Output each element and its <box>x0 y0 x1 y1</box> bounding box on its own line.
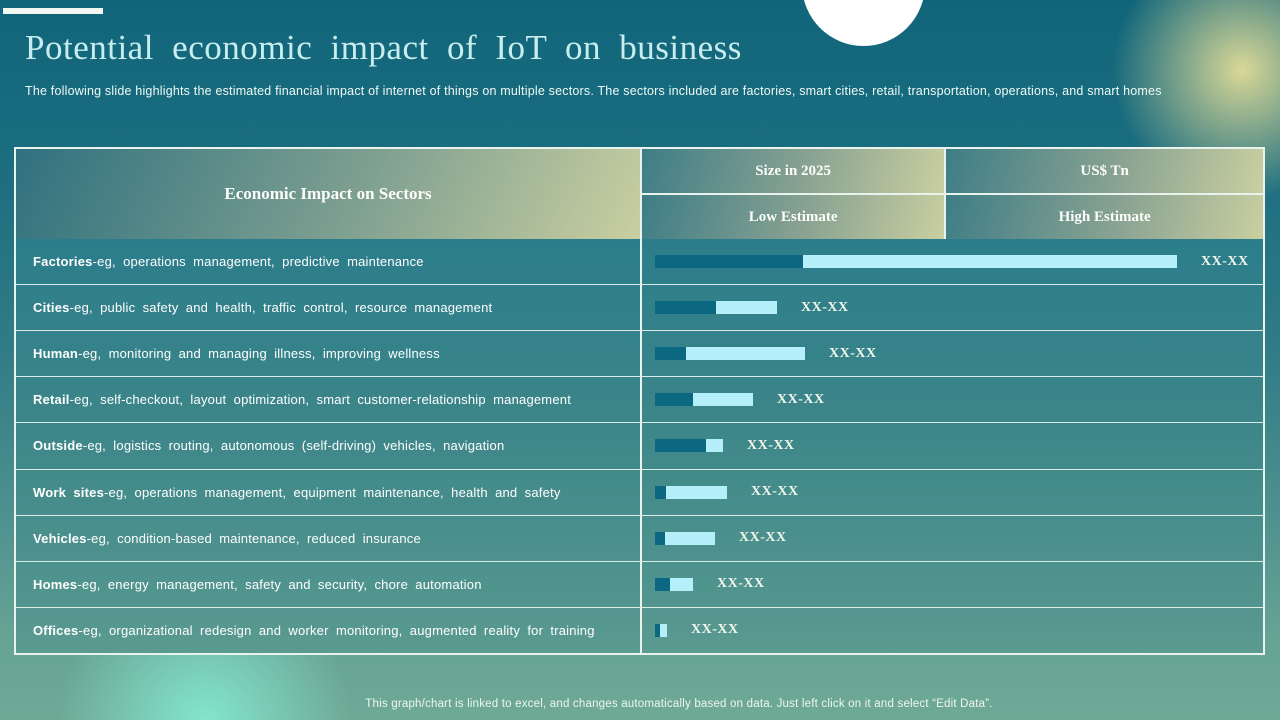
sector-label: Homes -eg, energy management, safety and … <box>16 561 642 607</box>
header-size-2025: Size in 2025 <box>642 149 947 193</box>
table-row: Homes -eg, energy management, safety and … <box>16 560 1263 607</box>
bar-low[interactable] <box>655 531 665 545</box>
bar-high[interactable] <box>670 577 693 591</box>
table-header: Economic Impact on Sectors Size in 2025 … <box>16 149 1263 239</box>
sector-name: Human <box>33 346 79 362</box>
bar-group[interactable]: XX-XX <box>642 285 1263 330</box>
bar-group[interactable]: XX-XX <box>642 377 1263 422</box>
table-row: Vehicles -eg, condition-based maintenance… <box>16 514 1263 561</box>
bar-high[interactable] <box>686 347 805 361</box>
header-economic-impact: Economic Impact on Sectors <box>16 149 642 239</box>
table-row: Human -eg, monitoring and managing illnes… <box>16 330 1263 377</box>
bar-low[interactable] <box>655 347 686 361</box>
bar-group[interactable]: XX-XX <box>642 516 1263 561</box>
impact-table: Economic Impact on Sectors Size in 2025 … <box>14 147 1265 655</box>
bar-value-label: XX-XX <box>717 576 765 592</box>
bar-low[interactable] <box>655 623 660 637</box>
sector-description: -eg, self-checkout, layout optimization,… <box>69 392 572 408</box>
sector-label: Cities -eg, public safety and health, tra… <box>16 285 642 331</box>
bar-value-label: XX-XX <box>1201 253 1249 269</box>
bar-group[interactable]: XX-XX <box>642 470 1263 515</box>
sector-name: Retail <box>33 392 70 408</box>
sector-label: Outside -eg, logistics routing, autonomou… <box>16 423 642 469</box>
bar-value-label: XX-XX <box>777 391 825 407</box>
bar-high[interactable] <box>665 531 715 545</box>
sector-name: Work sites <box>33 484 105 500</box>
sector-label: Retail -eg, self-checkout, layout optimiz… <box>16 377 642 423</box>
bar-group[interactable]: XX-XX <box>642 562 1263 607</box>
header-low-estimate: Low Estimate <box>642 195 947 239</box>
bar-low[interactable] <box>655 577 670 591</box>
bar-value-label: XX-XX <box>829 345 877 361</box>
bar-low[interactable] <box>655 439 706 453</box>
table-row: Factories -eg, operations management, pre… <box>16 239 1263 285</box>
sector-description: -eg, organizational redesign and worker … <box>78 622 595 638</box>
sector-label: Work sites -eg, operations management, eq… <box>16 469 642 515</box>
table-row: Cities -eg, public safety and health, tra… <box>16 284 1263 331</box>
bar-value-label: XX-XX <box>751 484 799 500</box>
bar-high[interactable] <box>716 301 777 315</box>
bar-value-label: XX-XX <box>747 437 795 453</box>
sector-name: Outside <box>33 438 83 454</box>
bar-low[interactable] <box>655 301 716 315</box>
bar-group[interactable]: XX-XX <box>642 239 1263 284</box>
footer-note: This graph/chart is linked to excel, and… <box>365 698 993 710</box>
header-high-estimate: High Estimate <box>946 195 1263 239</box>
page-title: Potential economic impact of IoT on busi… <box>25 28 742 67</box>
header-us-tn: US$ Tn <box>946 149 1263 193</box>
table-row: Retail -eg, self-checkout, layout optimiz… <box>16 376 1263 423</box>
sector-description: -eg, operations management, equipment ma… <box>104 484 561 500</box>
accent-bar <box>3 8 103 14</box>
bar-high[interactable] <box>803 255 1177 269</box>
table-row: Offices -eg, organizational redesign and … <box>16 606 1263 653</box>
bar-high[interactable] <box>706 439 723 453</box>
bar-group[interactable]: XX-XX <box>642 331 1263 376</box>
bar-group[interactable]: XX-XX <box>642 423 1263 468</box>
bar-high[interactable] <box>666 485 727 499</box>
sector-name: Cities <box>33 300 70 316</box>
sector-label: Offices -eg, organizational redesign and … <box>16 607 642 653</box>
sector-description: -eg, energy management, safety and secur… <box>77 576 482 592</box>
sector-name: Factories <box>33 254 93 270</box>
bar-high[interactable] <box>693 393 753 407</box>
sector-description: -eg, monitoring and managing illness, im… <box>78 346 440 362</box>
bar-value-label: XX-XX <box>739 530 787 546</box>
sector-description: -eg, logistics routing, autonomous (self… <box>82 438 505 454</box>
table-row: Work sites -eg, operations management, eq… <box>16 468 1263 515</box>
sector-name: Vehicles <box>33 530 87 546</box>
header-right-group: Size in 2025 US$ Tn Low Estimate High Es… <box>642 149 1263 239</box>
sector-description: -eg, public safety and health, traffic c… <box>69 300 493 316</box>
bar-value-label: XX-XX <box>801 299 849 315</box>
sector-description: -eg, operations management, predictive m… <box>92 254 424 270</box>
page-subtitle: The following slide highlights the estim… <box>25 84 1162 98</box>
sector-label: Vehicles -eg, condition-based maintenance… <box>16 515 642 561</box>
sector-description: -eg, condition-based maintenance, reduce… <box>86 530 421 546</box>
table-body: Factories -eg, operations management, pre… <box>16 239 1263 653</box>
sector-label: Factories -eg, operations management, pre… <box>16 239 642 285</box>
sector-name: Homes <box>33 576 78 592</box>
table-row: Outside -eg, logistics routing, autonomou… <box>16 422 1263 469</box>
bar-low[interactable] <box>655 485 666 499</box>
sector-name: Offices <box>33 622 79 638</box>
bar-value-label: XX-XX <box>691 622 739 638</box>
sector-label: Human -eg, monitoring and managing illnes… <box>16 331 642 377</box>
bar-low[interactable] <box>655 255 803 269</box>
bar-group[interactable]: XX-XX <box>642 608 1263 653</box>
bar-high[interactable] <box>660 623 667 637</box>
bar-low[interactable] <box>655 393 693 407</box>
